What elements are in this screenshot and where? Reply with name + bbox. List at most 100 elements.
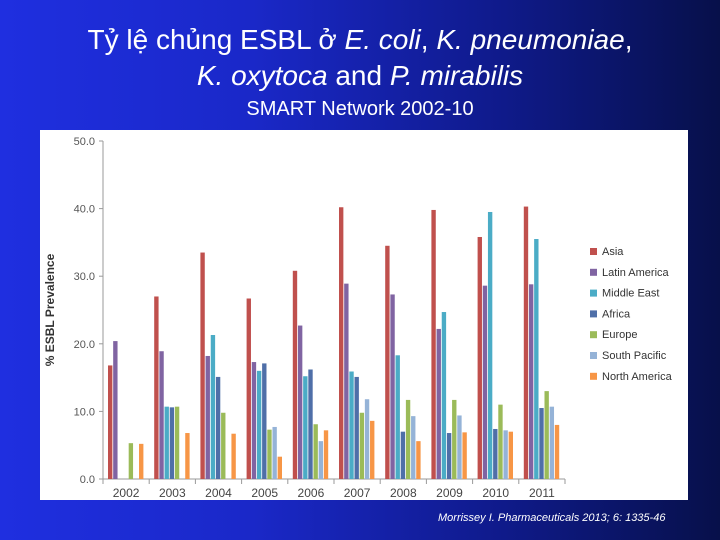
bar — [174, 406, 180, 479]
bar — [446, 433, 452, 479]
bar — [452, 399, 457, 479]
legend-swatch — [590, 352, 597, 359]
bar — [462, 432, 467, 479]
y-tick-label: 50.0 — [74, 136, 95, 148]
legend-swatch — [590, 248, 597, 255]
title-organism-ecoli: E. coli — [344, 24, 421, 55]
bar — [549, 406, 555, 479]
bar — [297, 325, 303, 479]
bar — [400, 431, 406, 479]
x-tick-label: 2005 — [251, 486, 278, 500]
bar — [154, 296, 159, 479]
bar — [411, 416, 416, 479]
chart-panel: 0.0 10.0 20.0 30.0 40.0 50.0 % ESBL Prevalence… — [40, 130, 688, 500]
bar — [431, 209, 436, 479]
title-organism-kpneumoniae: K. pneumoniae — [436, 24, 625, 55]
slide-title: Tỷ lệ chủng ESBL ở E. coli, K. pneumonia… — [0, 22, 720, 94]
bar — [457, 415, 462, 479]
x-tick-label: 2011 — [529, 486, 555, 500]
bar — [441, 312, 447, 479]
bar — [416, 441, 421, 479]
x-tick-label: 2006 — [298, 486, 325, 500]
bar — [205, 355, 210, 479]
title-organism-pmirabilis: P. mirabilis — [389, 60, 524, 91]
bar — [108, 365, 113, 479]
legend-label: Asia — [602, 246, 624, 258]
x-tick-label: 2010 — [482, 486, 509, 500]
title-sep-2: , — [624, 24, 633, 55]
bar — [313, 424, 318, 479]
legend-swatch — [590, 372, 597, 380]
bar — [544, 391, 549, 479]
bar — [498, 404, 503, 479]
bar — [503, 430, 508, 479]
y-tick-label: 20.0 — [74, 339, 95, 351]
citation: Morrissey I. Pharmaceuticals 2013; 6: 13… — [438, 512, 666, 524]
title-text-a: Tỷ lệ chủng ESBL ở — [87, 24, 345, 55]
bar — [539, 408, 544, 479]
legend-swatch — [590, 310, 597, 318]
slide-subtitle: SMART Network 2002-10 — [246, 98, 474, 120]
bar — [169, 407, 175, 479]
bar — [405, 399, 411, 479]
bar — [487, 211, 493, 479]
title-sep-1: , — [420, 24, 437, 55]
bar — [385, 245, 390, 479]
bar — [128, 443, 134, 479]
title-and: and — [327, 60, 390, 91]
title-organism-koxytoca: K. oxytoca — [196, 60, 328, 91]
bar — [364, 399, 370, 479]
bar — [308, 369, 313, 479]
bar — [477, 236, 482, 479]
bar — [164, 406, 169, 479]
bar — [231, 433, 236, 479]
y-tick-label: 0.0 — [80, 474, 95, 486]
y-tick-label: 10.0 — [74, 406, 95, 418]
bar — [534, 239, 539, 479]
bar — [523, 206, 529, 479]
legend-label: South Pacific — [602, 350, 667, 362]
legend-label: Africa — [602, 308, 631, 320]
bar — [349, 371, 354, 479]
bar — [303, 376, 308, 479]
bar — [493, 428, 498, 479]
legend-swatch — [590, 289, 597, 297]
bar — [390, 294, 395, 479]
bar — [113, 341, 118, 479]
y-tick-label: 40.0 — [74, 204, 95, 216]
bar — [159, 351, 164, 479]
bar — [221, 412, 226, 479]
legend-label: Middle East — [602, 288, 659, 300]
bar — [256, 370, 262, 479]
bar — [354, 376, 359, 479]
bar — [528, 284, 534, 479]
bar — [215, 376, 221, 479]
bar — [246, 298, 251, 479]
x-tick-label: 2008 — [390, 486, 417, 500]
slide-title-line-1: Tỷ lệ chủng ESBL ở E. coli, K. pneumonia… — [0, 22, 720, 58]
bar — [185, 433, 190, 479]
bar-chart: 0.0 10.0 20.0 30.0 40.0 50.0 % ESBL Prevalence… — [43, 136, 673, 500]
bar — [339, 207, 344, 480]
bar — [482, 285, 488, 479]
bar — [272, 426, 277, 479]
bar — [554, 424, 560, 479]
bar — [277, 456, 282, 479]
legend-label: Europe — [602, 329, 637, 341]
bar — [267, 429, 272, 479]
x-tick-label: 2002 — [113, 486, 140, 500]
x-tick-label: 2007 — [344, 486, 371, 500]
bar — [210, 335, 216, 479]
x-tick-label: 2009 — [436, 486, 463, 500]
legend-label: Latin America — [602, 267, 670, 279]
bar — [251, 362, 257, 479]
slide-title-line-2: K. oxytoca and P. mirabilis — [0, 58, 720, 94]
bar — [200, 252, 205, 479]
bar — [370, 420, 375, 479]
legend-swatch — [590, 268, 597, 276]
y-axis-label: % ESBL Prevalence — [43, 253, 57, 366]
legend-label: North America — [602, 371, 673, 383]
bar — [318, 441, 324, 479]
bar — [262, 363, 267, 479]
x-tick-label: 2004 — [205, 486, 232, 500]
